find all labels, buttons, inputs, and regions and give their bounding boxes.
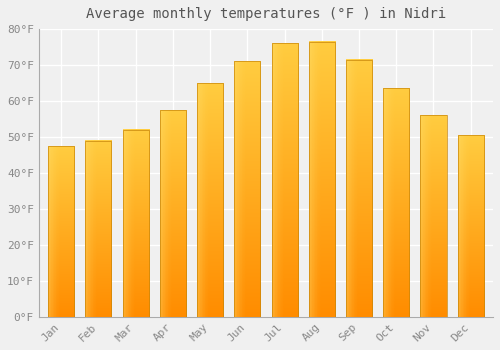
Bar (234, 62, 260, 317)
Bar (160, 110, 186, 317)
Bar (420, 116, 446, 317)
Bar (383, 89, 409, 317)
Bar (86, 141, 112, 317)
Bar (272, 43, 297, 317)
Title: Average monthly temperatures (°F ) in Nidri: Average monthly temperatures (°F ) in Ni… (86, 7, 446, 21)
Bar (346, 60, 372, 317)
Bar (308, 42, 335, 317)
Bar (48, 146, 74, 317)
Bar (458, 135, 483, 317)
Bar (197, 83, 223, 317)
Bar (122, 130, 148, 317)
